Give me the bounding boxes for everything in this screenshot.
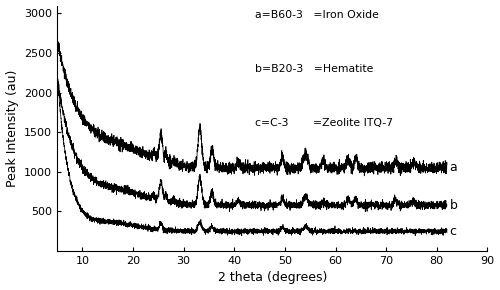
Text: c=C-3       =Zeolite ITQ-7: c=C-3 =Zeolite ITQ-7 (255, 119, 393, 128)
Text: b=B20-3   =Hematite: b=B20-3 =Hematite (255, 64, 374, 75)
Y-axis label: Peak Intensity (au): Peak Intensity (au) (6, 70, 18, 187)
Text: a: a (450, 161, 457, 174)
Text: b: b (450, 199, 458, 212)
Text: a=B60-3   =Iron Oxide: a=B60-3 =Iron Oxide (255, 10, 379, 21)
X-axis label: 2 theta (degrees): 2 theta (degrees) (218, 271, 327, 284)
Text: c: c (450, 225, 456, 238)
